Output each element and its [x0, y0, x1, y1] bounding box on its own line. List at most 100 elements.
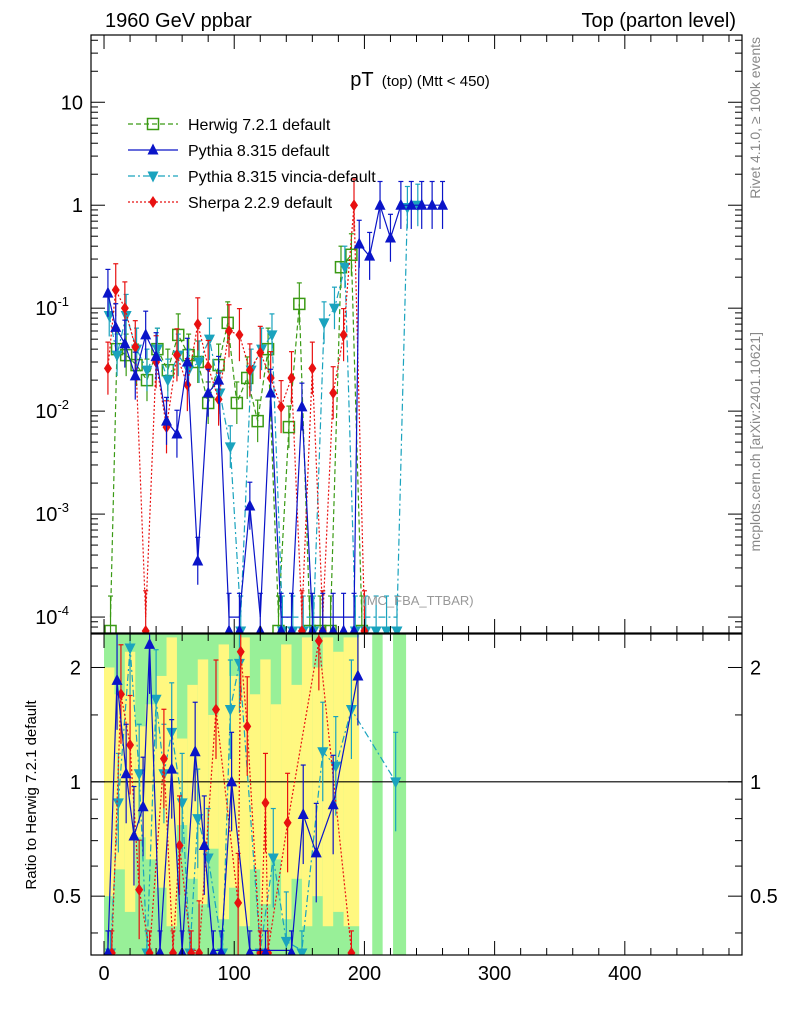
- ratio-point-pythia: [166, 762, 178, 774]
- ratio-point-sherpa-floor: [347, 947, 356, 955]
- main-point-herwig: [191, 355, 205, 369]
- main-point-vincia: [193, 357, 205, 369]
- main-line-pythia: [107, 202, 443, 618]
- main-point-vincia: [111, 350, 123, 362]
- ratio-point-sherpa: [135, 883, 144, 896]
- ratio-point-vincia: [124, 643, 136, 655]
- main-point-sherpa: [120, 302, 129, 315]
- ratio-y-tick-label-right: 2: [750, 657, 761, 679]
- main-point-pythia-floor: [318, 624, 328, 633]
- main-y-tick-label: 10: [61, 92, 83, 114]
- ratio-point-sherpa: [243, 720, 252, 733]
- main-point-pythia: [192, 554, 204, 566]
- main-point-herwig: [345, 248, 358, 262]
- main-y-tick-exponent: -2: [57, 397, 69, 412]
- ratio-point-pythia-floor: [216, 946, 226, 955]
- main-point-pythia: [171, 427, 183, 439]
- main-line-sherpa: [107, 205, 365, 618]
- legend-marker-vincia: [147, 171, 159, 183]
- ratio-point-pythia-floor: [103, 946, 113, 955]
- main-point-sherpa: [225, 325, 234, 338]
- ratio-point-vincia: [224, 705, 236, 717]
- main-point-herwig: [282, 420, 296, 434]
- main-y-tick-exponent: -3: [57, 500, 69, 515]
- main-point-pythia: [353, 237, 365, 249]
- energy-label: 1960 GeV ppbar: [105, 10, 252, 32]
- ratio-point-pythia-floor: [245, 946, 255, 955]
- plot-title: pT (top) (Mtt < 450): [350, 69, 490, 91]
- legend-marker-pythia: [147, 143, 159, 155]
- main-point-vincia: [328, 303, 340, 315]
- ratio-panel-frame: [90, 633, 743, 956]
- x-tick-label: 100: [218, 963, 251, 985]
- main-point-pythia: [364, 249, 376, 261]
- ratio-point-sherpa: [126, 739, 135, 752]
- legend: Herwig 7.2.1 default Pythia 8.315 default…: [128, 117, 376, 212]
- ratio-point-sherpa: [236, 645, 245, 658]
- ratio-point-sherpa-floor: [187, 947, 196, 955]
- ratio-point-vincia: [233, 658, 245, 670]
- main-point-sherpa: [103, 362, 112, 375]
- main-point-pythia: [374, 198, 386, 210]
- main-point-pythia-floor: [349, 624, 359, 633]
- main-point-vincia: [120, 310, 132, 322]
- x-tick-label: 200: [348, 963, 381, 985]
- main-point-pythia: [161, 414, 173, 426]
- main-point-pythia: [181, 355, 193, 367]
- main-point-sherpa: [172, 349, 181, 362]
- ratio-point-sherpa: [314, 634, 323, 647]
- main-point-pythia: [102, 286, 114, 298]
- main-point-pythia: [405, 198, 417, 210]
- ratio-point-sherpa-floor: [145, 947, 154, 955]
- main-point-pythia-floor: [328, 624, 338, 633]
- main-y-tick-label: 10-3: [35, 500, 69, 526]
- main-point-pythia: [265, 386, 277, 398]
- ratio-point-pythia: [352, 669, 364, 681]
- main-point-vincia: [339, 262, 351, 274]
- main-point-sherpa: [339, 328, 348, 341]
- main-point-vincia: [141, 365, 153, 377]
- plot-title-main: pT: [350, 69, 373, 91]
- ratio-point-pythia-floor: [155, 946, 165, 955]
- ratio-band-gap: [359, 634, 373, 955]
- main-point-pythia: [384, 231, 396, 243]
- ratio-point-sherpa-floor: [195, 947, 204, 955]
- main-point-pythia-floor: [287, 624, 296, 633]
- ratio-band-gap: [382, 634, 394, 955]
- legend-label-vincia: Pythia 8.315 vincia-default: [188, 169, 376, 186]
- main-point-vincia-floor: [370, 626, 382, 633]
- ratio-point-vincia: [192, 814, 204, 826]
- main-point-herwig: [251, 414, 264, 428]
- main-point-sherpa: [193, 318, 202, 331]
- main-point-sherpa: [256, 346, 265, 359]
- main-point-pythia: [140, 328, 152, 340]
- ratio-point-pythia: [297, 808, 309, 820]
- main-point-sherpa: [308, 362, 317, 375]
- main-point-sherpa: [245, 364, 254, 377]
- ratio-y-tick-label: 1: [70, 772, 81, 794]
- x-tick-label: 300: [478, 963, 511, 985]
- ratio-y-tick-label-right: 1: [750, 772, 761, 794]
- main-point-pythia: [119, 337, 131, 349]
- main-point-vincia-floor: [391, 626, 403, 633]
- ratio-y-tick-label-right: 0.5: [750, 886, 778, 908]
- legend-marker-sherpa: [149, 196, 157, 208]
- main-point-pythia-floor: [276, 624, 286, 633]
- ratio-point-pythia-floor: [261, 946, 270, 955]
- legend-label-herwig: Herwig 7.2.1 default: [188, 117, 331, 134]
- main-point-sherpa-floor: [141, 625, 150, 633]
- main-panel-frame: [90, 34, 743, 634]
- main-point-vincia-floor: [381, 626, 393, 633]
- ratio-series-pythia: [103, 634, 364, 955]
- ratio-point-pythia-floor: [209, 946, 218, 955]
- ratio-point-pythia: [310, 846, 322, 858]
- ratio-point-pythia: [137, 800, 149, 812]
- main-point-pythia-floor: [224, 624, 234, 633]
- ratio-point-pythia: [226, 775, 238, 787]
- ratio-point-sherpa: [283, 816, 292, 829]
- ratio-series-sherpa: [107, 634, 356, 955]
- main-point-sherpa: [131, 340, 140, 353]
- main-series-sherpa: [103, 178, 369, 633]
- ratio-point-vincia: [112, 798, 124, 810]
